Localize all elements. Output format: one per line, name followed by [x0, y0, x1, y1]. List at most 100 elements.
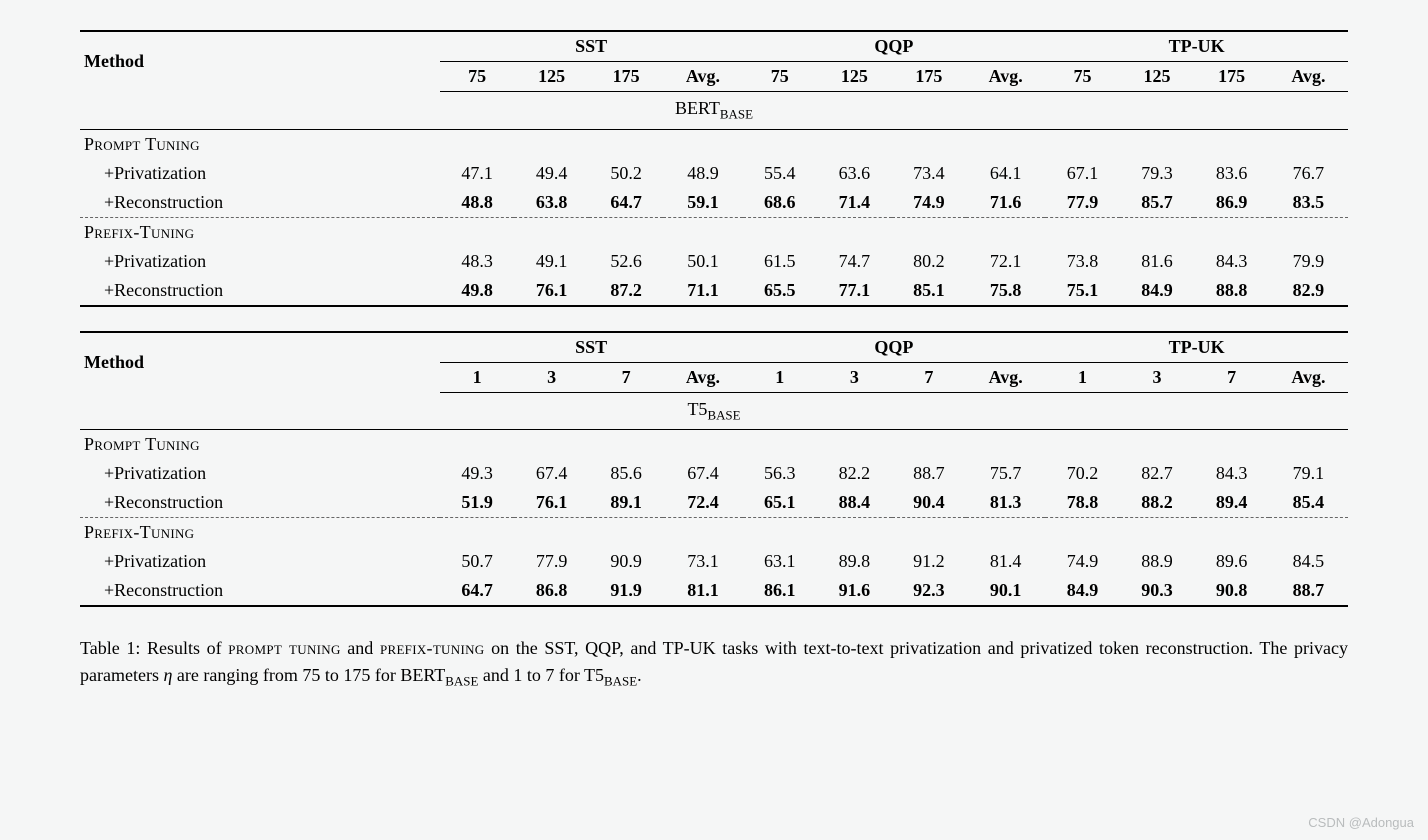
subcol-header: 1	[743, 362, 818, 392]
result-cell: 84.3	[1194, 247, 1269, 276]
result-cell: 81.4	[966, 547, 1045, 576]
group-header: SST	[440, 31, 743, 62]
subcol-header: 7	[589, 362, 664, 392]
result-cell: 76.7	[1269, 159, 1348, 188]
model-section-label: BERTBASE	[80, 92, 1348, 130]
result-cell: 55.4	[743, 159, 818, 188]
result-cell: 89.8	[817, 547, 892, 576]
method-row-label: +Reconstruction	[80, 188, 440, 218]
result-cell: 91.9	[589, 576, 664, 606]
result-cell: 90.4	[892, 488, 967, 518]
result-cell: 49.1	[514, 247, 589, 276]
bert-sub: BASE	[445, 674, 478, 689]
result-cell: 88.9	[1120, 547, 1195, 576]
tuning-method-title: Prefix-Tuning	[80, 217, 1348, 247]
result-cell: 81.1	[663, 576, 742, 606]
result-cell: 71.6	[966, 188, 1045, 218]
result-cell: 77.9	[1045, 188, 1120, 218]
result-cell: 52.6	[589, 247, 664, 276]
result-cell: 80.2	[892, 247, 967, 276]
watermark: CSDN @Adongua	[1308, 815, 1414, 830]
caption-prompt-tuning: prompt tuning	[228, 638, 340, 658]
result-cell: 63.6	[817, 159, 892, 188]
result-cell: 49.4	[514, 159, 589, 188]
result-cell: 70.2	[1045, 459, 1120, 488]
result-cell: 89.6	[1194, 547, 1269, 576]
subcol-header: Avg.	[1269, 62, 1348, 92]
result-cell: 87.2	[589, 276, 664, 306]
tuning-method-title: Prompt Tuning	[80, 129, 1348, 159]
result-cell: 85.1	[892, 276, 967, 306]
method-header: Method	[80, 332, 440, 393]
result-cell: 67.4	[514, 459, 589, 488]
result-cell: 90.1	[966, 576, 1045, 606]
result-cell: 79.3	[1120, 159, 1195, 188]
result-cell: 84.3	[1194, 459, 1269, 488]
result-cell: 82.9	[1269, 276, 1348, 306]
result-cell: 89.4	[1194, 488, 1269, 518]
result-cell: 64.7	[589, 188, 664, 218]
result-cell: 91.2	[892, 547, 967, 576]
caption-text: .	[637, 665, 642, 685]
table-caption: Table 1: Results of prompt tuning and pr…	[80, 635, 1348, 691]
model-section-label: T5BASE	[80, 392, 1348, 430]
result-cell: 74.9	[1045, 547, 1120, 576]
caption-text: and	[341, 638, 380, 658]
method-row-label: +Privatization	[80, 459, 440, 488]
result-cell: 48.8	[440, 188, 515, 218]
result-cell: 90.3	[1120, 576, 1195, 606]
result-cell: 92.3	[892, 576, 967, 606]
result-cell: 86.8	[514, 576, 589, 606]
method-row-label: +Reconstruction	[80, 576, 440, 606]
result-cell: 83.5	[1269, 188, 1348, 218]
subcol-header: 125	[1120, 62, 1195, 92]
result-cell: 49.8	[440, 276, 515, 306]
result-cell: 63.8	[514, 188, 589, 218]
result-cell: 85.4	[1269, 488, 1348, 518]
result-cell: 85.6	[589, 459, 664, 488]
subcol-header: Avg.	[966, 362, 1045, 392]
method-row-label: +Privatization	[80, 159, 440, 188]
result-cell: 71.1	[663, 276, 742, 306]
t5-sub: BASE	[604, 674, 637, 689]
subcol-header: 75	[440, 62, 515, 92]
result-cell: 73.8	[1045, 247, 1120, 276]
result-cell: 88.4	[817, 488, 892, 518]
subcol-header: 3	[514, 362, 589, 392]
result-cell: 84.5	[1269, 547, 1348, 576]
result-cell: 76.1	[514, 276, 589, 306]
result-cell: 50.2	[589, 159, 664, 188]
result-cell: 74.9	[892, 188, 967, 218]
result-cell: 75.1	[1045, 276, 1120, 306]
result-cell: 86.9	[1194, 188, 1269, 218]
subcol-header: 125	[514, 62, 589, 92]
result-cell: 76.1	[514, 488, 589, 518]
result-cell: 67.4	[663, 459, 742, 488]
result-cell: 90.8	[1194, 576, 1269, 606]
result-cell: 48.3	[440, 247, 515, 276]
caption-prefix-tuning: prefix-tuning	[380, 638, 485, 658]
group-header: TP-UK	[1045, 31, 1348, 62]
result-cell: 84.9	[1120, 276, 1195, 306]
result-cell: 77.1	[817, 276, 892, 306]
subcol-header: Avg.	[966, 62, 1045, 92]
subcol-header: 7	[1194, 362, 1269, 392]
result-cell: 88.8	[1194, 276, 1269, 306]
subcol-header: 125	[817, 62, 892, 92]
result-cell: 86.1	[743, 576, 818, 606]
result-cell: 73.1	[663, 547, 742, 576]
result-cell: 51.9	[440, 488, 515, 518]
result-cell: 83.6	[1194, 159, 1269, 188]
result-cell: 88.7	[892, 459, 967, 488]
result-cell: 74.7	[817, 247, 892, 276]
results-table: MethodSSTQQPTP-UK137Avg.137Avg.137Avg.T5…	[80, 331, 1348, 608]
subcol-header: Avg.	[1269, 362, 1348, 392]
caption-text: are ranging from 75 to 175 for BERT	[172, 665, 445, 685]
result-cell: 50.7	[440, 547, 515, 576]
results-table: MethodSSTQQPTP-UK75125175Avg.75125175Avg…	[80, 30, 1348, 307]
subcol-header: 175	[1194, 62, 1269, 92]
method-row-label: +Privatization	[80, 247, 440, 276]
result-cell: 75.8	[966, 276, 1045, 306]
method-row-label: +Privatization	[80, 547, 440, 576]
group-header: SST	[440, 332, 743, 363]
